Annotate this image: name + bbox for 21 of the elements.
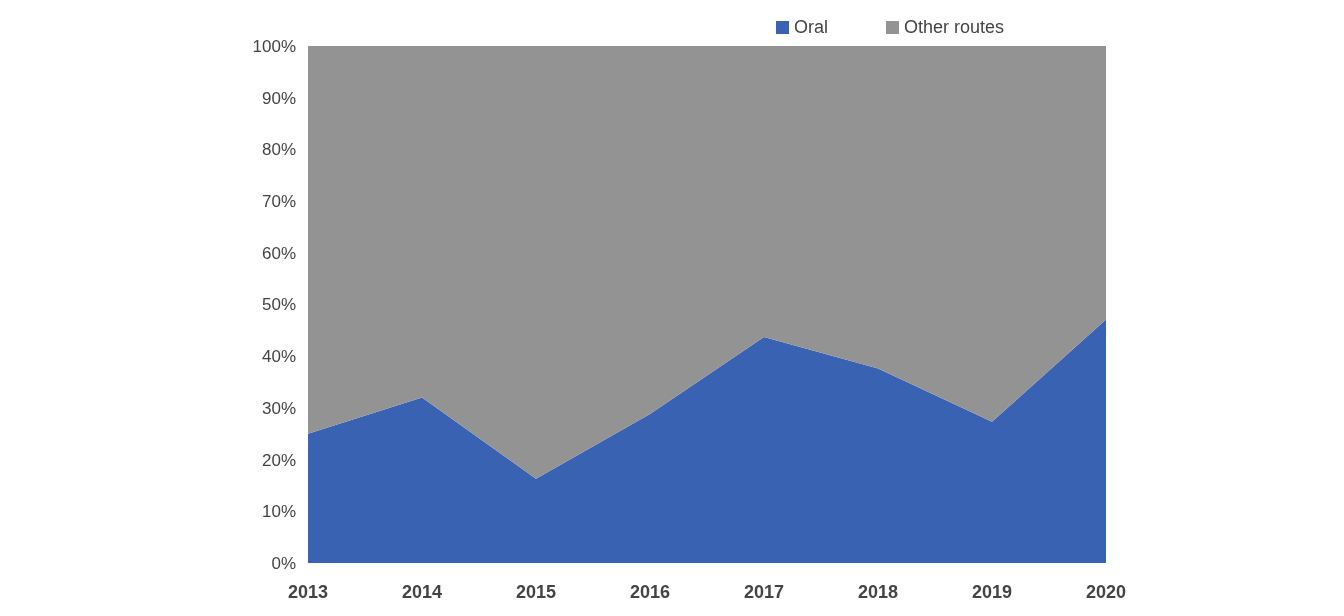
x-tick-label: 2015	[515, 582, 557, 602]
y-tick-label: 50%	[261, 295, 296, 315]
y-tick-label: 10%	[261, 502, 296, 522]
y-tick-label: 60%	[261, 243, 296, 263]
legend-label: Oral	[794, 17, 829, 37]
x-tick-label: 2013	[287, 582, 329, 602]
y-tick-label: 0%	[271, 553, 296, 573]
x-tick-label: 2020	[1085, 582, 1127, 602]
y-tick-label: 80%	[261, 140, 296, 160]
x-tick-label: 2017	[743, 582, 785, 602]
x-tick-label: 2018	[857, 582, 899, 602]
x-tick-label: 2014	[401, 582, 443, 602]
y-tick-label: 30%	[261, 398, 296, 418]
y-tick-label: 70%	[261, 192, 296, 212]
y-tick-label: 100%	[252, 36, 296, 56]
legend-label: Other routes	[904, 17, 1005, 37]
y-tick-label: 20%	[261, 450, 296, 470]
x-tick-label: 2016	[629, 582, 671, 602]
x-tick-label: 2019	[971, 582, 1013, 602]
y-tick-label: 40%	[261, 347, 296, 367]
y-tick-label: 90%	[261, 88, 296, 108]
